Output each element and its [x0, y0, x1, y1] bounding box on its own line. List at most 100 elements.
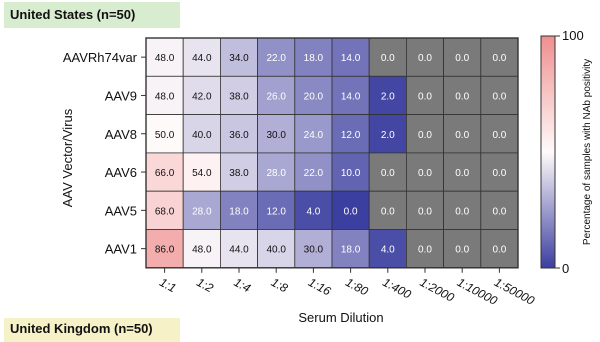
cell-value-label: 40.0: [266, 245, 286, 256]
cell-value-label: 48.0: [155, 91, 175, 102]
cell-value-label: 50.0: [155, 130, 175, 141]
cell-value-label: 0.0: [381, 168, 395, 179]
cell-value-label: 20.0: [304, 91, 324, 102]
cell-value-label: 68.0: [155, 206, 175, 217]
x-tick-label: 1:2: [194, 275, 216, 295]
x-tick-label: 1:80: [343, 275, 370, 298]
cell-value-label: 14.0: [341, 53, 361, 64]
heatmap-cell: [182, 75, 221, 116]
cell-value-label: 4.0: [381, 245, 395, 256]
y-tick-label: AAVRh74var: [63, 50, 138, 65]
cell-value-label: 54.0: [192, 168, 212, 179]
heatmap-cell: [368, 75, 407, 116]
cell-value-label: 0.0: [492, 130, 506, 141]
heatmap-cell: [219, 114, 258, 154]
colorbar-gradient: [540, 35, 556, 269]
heatmap-cell: [331, 229, 370, 269]
heatmap-cell: [480, 75, 519, 116]
cell-value-label: 0.0: [418, 245, 432, 256]
next-panel-title: United Kingdom (n=50): [4, 318, 180, 342]
x-tick-label: 1:2000: [418, 275, 457, 305]
cell-value-label: 40.0: [192, 130, 212, 141]
y-axis-label: AAV Vector/Virus: [60, 108, 75, 207]
cell-value-label: 26.0: [266, 91, 286, 102]
heatmap-cell: [257, 75, 296, 116]
heatmap-cell: [368, 152, 407, 192]
colorbar-tick-max: 100: [562, 28, 584, 43]
cell-value-label: 0.0: [381, 206, 395, 217]
heatmap-cells: 48.0 44.0 34.0 22.0 18.0 14.0 0.0 0.0 0.0 0.0 48.0…: [145, 37, 519, 269]
y-tick-label: AAV1: [105, 242, 137, 257]
heatmap-cell: [443, 37, 482, 77]
cell-value-label: 22.0: [304, 168, 324, 179]
heatmap-cell: [294, 152, 333, 192]
heatmap-cell: [219, 152, 258, 192]
cell-value-label: 0.0: [455, 53, 469, 64]
heatmap-cell: [368, 229, 407, 269]
heatmap-cell: [368, 114, 407, 154]
x-tick-labels: 1:1 1:2 1:4 1:8 1:16 1:80 1:400 1:20001:100001:…: [157, 267, 537, 308]
colorbar-label: Percentage of samples with NAb positivit…: [582, 59, 593, 245]
cell-value-label: 12.0: [266, 206, 286, 217]
x-tick-label: 1:10000: [455, 275, 500, 308]
cell-value-label: 34.0: [229, 53, 249, 64]
x-tick-label: 1:4: [232, 275, 254, 295]
cell-value-label: 44.0: [229, 245, 249, 256]
cell-value-label: 0.0: [418, 53, 432, 64]
cell-value-label: 4.0: [306, 206, 320, 217]
cell-value-label: 0.0: [418, 206, 432, 217]
cell-value-label: 0.0: [492, 206, 506, 217]
heatmap-cell: [331, 75, 370, 116]
cell-value-label: 0.0: [455, 206, 469, 217]
heatmap-cell: [405, 75, 444, 116]
cell-value-label: 0.0: [492, 91, 506, 102]
colorbar-tick-min: 0: [562, 261, 569, 276]
cell-value-label: 12.0: [341, 130, 361, 141]
heatmap-cell: [145, 37, 184, 77]
cell-value-label: 0.0: [418, 168, 432, 179]
cell-value-label: 48.0: [155, 53, 175, 64]
cell-value-label: 0.0: [455, 130, 469, 141]
cell-value-label: 0.0: [418, 130, 432, 141]
x-tick-label: 1:50000: [492, 275, 537, 308]
cell-value-label: 0.0: [492, 53, 506, 64]
cell-value-label: 24.0: [304, 130, 324, 141]
cell-value-label: 44.0: [192, 53, 212, 64]
heatmap-cell: [405, 114, 444, 154]
heatmap-cell: [182, 114, 221, 154]
cell-value-label: 28.0: [266, 168, 286, 179]
heatmap-cell: [257, 152, 296, 192]
heatmap-cell: [480, 37, 519, 77]
y-tick-labels: AAVRh74var AAV9 AAV8 AAV6 AAV5 AAV1: [63, 50, 146, 257]
cell-value-label: 18.0: [341, 245, 361, 256]
x-tick-label: 1:16: [306, 275, 333, 298]
cell-value-label: 0.0: [455, 245, 469, 256]
cell-value-label: 18.0: [229, 206, 249, 217]
cell-value-label: 14.0: [341, 91, 361, 102]
heatmap-frame: [145, 37, 519, 269]
cell-value-label: 38.0: [229, 91, 249, 102]
cell-value-label: 36.0: [229, 130, 249, 141]
cell-value-label: 2.0: [381, 91, 395, 102]
cell-value-label: 30.0: [304, 245, 324, 256]
heatmap-chart: 48.0 44.0 34.0 22.0 18.0 14.0 0.0 0.0 0.0 0.0 48.0…: [60, 28, 593, 325]
cell-value-label: 48.0: [192, 245, 212, 256]
cell-value-label: 22.0: [266, 53, 286, 64]
cell-value-label: 0.0: [418, 91, 432, 102]
heatmap-cell: [182, 229, 221, 269]
heatmap-cell: [331, 190, 370, 230]
cell-value-label: 0.0: [455, 91, 469, 102]
cell-value-label: 30.0: [266, 130, 286, 141]
heatmap-cell: [257, 229, 296, 269]
panel-title: United States (n=50): [4, 2, 180, 28]
cell-value-label: 0.0: [455, 168, 469, 179]
cell-value-label: 42.0: [192, 91, 212, 102]
cell-value-label: 66.0: [155, 168, 175, 179]
cell-value-label: 28.0: [192, 206, 212, 217]
heatmap-cell: [443, 75, 482, 116]
x-axis-label: Serum Dilution: [298, 310, 383, 325]
heatmap-cell: [331, 114, 370, 154]
heatmap-cell: [294, 114, 333, 154]
heatmap-cell: [405, 190, 444, 230]
y-tick-label: AAV8: [105, 127, 137, 142]
